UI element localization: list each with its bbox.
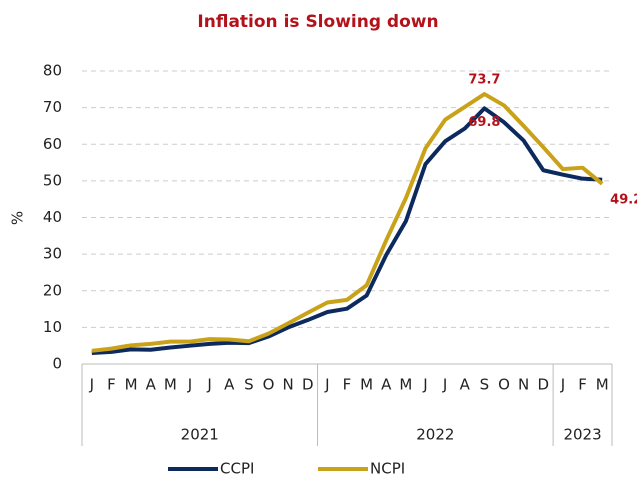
x-tick-label: M — [360, 376, 373, 394]
x-tick-label: S — [244, 376, 254, 394]
line-series — [91, 92, 604, 353]
y-axis-label: % — [9, 211, 27, 225]
x-tick-label: S — [480, 376, 490, 394]
y-tick-label: 50 — [43, 171, 62, 189]
y-tick-label: 30 — [43, 245, 62, 263]
x-tick-label: J — [89, 376, 94, 394]
x-tick-label: A — [381, 376, 392, 394]
x-tick-label: D — [302, 376, 314, 394]
x-tick-label: A — [224, 376, 235, 394]
x-tick-label: J — [324, 376, 329, 394]
x-tick-label: F — [343, 376, 352, 394]
x-tick-label: D — [538, 376, 550, 394]
x-tick-label: N — [518, 376, 529, 394]
x-tick-label: O — [263, 376, 275, 394]
y-tick-label: 10 — [43, 318, 62, 336]
x-tick-label: M — [125, 376, 138, 394]
y-tick-label: 70 — [43, 98, 62, 116]
x-tick-label: A — [146, 376, 157, 394]
x-group-label: 2022 — [416, 426, 454, 444]
chart-title: Inflation is Slowing down — [197, 12, 438, 32]
x-tick-label: A — [460, 376, 471, 394]
legend-label: NCPI — [370, 460, 405, 478]
x-tick-label: M — [596, 376, 609, 394]
y-tick-label: 0 — [52, 355, 62, 373]
legend-label: CCPI — [220, 460, 254, 478]
data-label: 69.8 — [468, 115, 500, 130]
x-tick-label: J — [560, 376, 565, 394]
x-group-label: 2021 — [181, 426, 219, 444]
x-tick-label: M — [164, 376, 177, 394]
y-tick-label: 20 — [43, 281, 62, 299]
data-label: 49.2 — [610, 192, 637, 207]
y-tick-label: 40 — [43, 208, 62, 226]
x-tick-label: J — [422, 376, 427, 394]
x-tick-label: O — [498, 376, 510, 394]
x-tick-label: M — [399, 376, 412, 394]
x-tick-label: J — [206, 376, 211, 394]
x-tick-label: J — [442, 376, 447, 394]
x-tick-label: N — [282, 376, 293, 394]
data-label: 73.7 — [468, 73, 500, 88]
y-tick-label: 80 — [43, 62, 62, 80]
x-tick-label: J — [187, 376, 192, 394]
y-tick-label: 60 — [43, 135, 62, 153]
x-tick-label: F — [107, 376, 116, 394]
line-series — [91, 106, 603, 356]
x-tick-label: F — [578, 376, 587, 394]
x-group-label: 2023 — [563, 426, 601, 444]
